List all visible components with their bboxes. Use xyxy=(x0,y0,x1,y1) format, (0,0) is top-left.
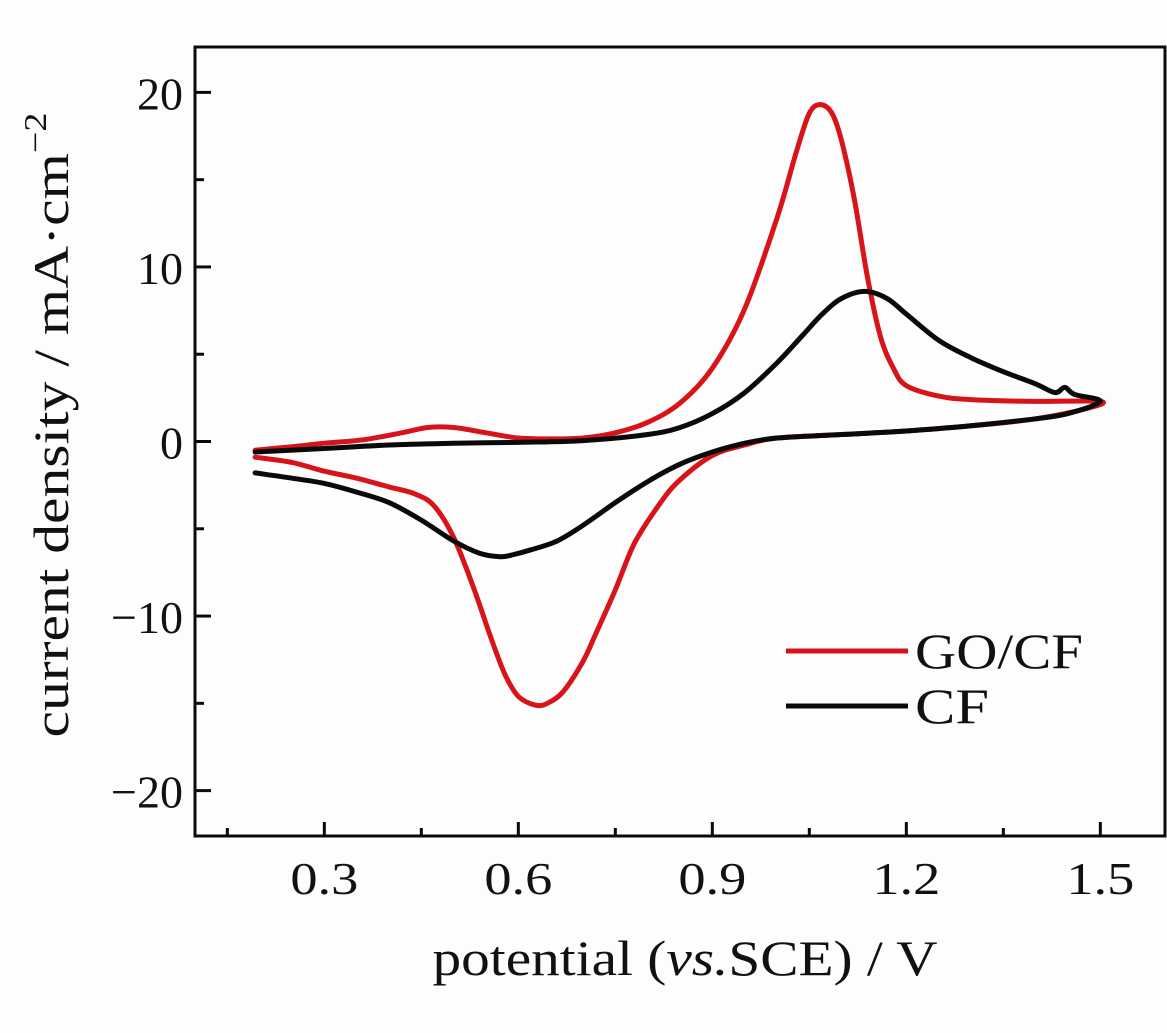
series-line-go-cf xyxy=(252,102,1106,709)
legend-label-cf: CF xyxy=(915,678,989,734)
x-tick-label: 0.9 xyxy=(678,853,746,904)
y-axis-title-sup: −2 xyxy=(17,113,53,154)
y-tick-label: −10 xyxy=(111,592,183,643)
x-tick-label: 1.5 xyxy=(1066,853,1134,904)
x-tick-label: 0.6 xyxy=(484,853,552,904)
x-axis-title-prefix: potential ( xyxy=(433,930,667,986)
x-axis: 0.3 0.6 0.9 1.2 1.5 xyxy=(225,822,1134,904)
series-layer xyxy=(252,102,1106,709)
y-tick-label: 10 xyxy=(137,243,183,294)
x-axis-title: potential (vs. SCE) / V xyxy=(433,930,938,986)
x-tick-label: 0.3 xyxy=(290,853,358,904)
x-axis-title-suffix: SCE) / V xyxy=(728,930,937,986)
y-tick-label: −20 xyxy=(111,767,183,818)
series-line-cf xyxy=(252,288,1103,560)
y-axis: 20 10 0 −10 −20 xyxy=(111,68,211,818)
y-tick-label: 20 xyxy=(137,68,183,119)
x-tick-label: 1.2 xyxy=(872,853,940,904)
y-axis-title: current density / mA·cm−2 xyxy=(17,113,79,738)
y-tick-label: 0 xyxy=(160,418,183,469)
y-axis-title-main: current density / mA·cm xyxy=(23,153,79,738)
x-axis-title-italic: vs. xyxy=(666,930,728,986)
legend: GO/CF CF xyxy=(786,623,1083,734)
legend-label-go-cf: GO/CF xyxy=(915,623,1083,679)
